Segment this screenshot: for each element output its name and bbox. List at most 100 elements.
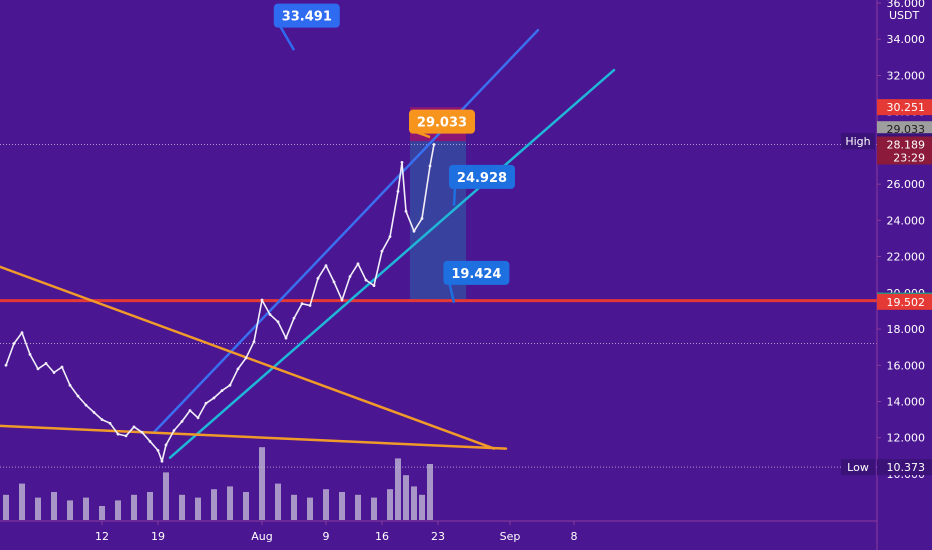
price-point-48 bbox=[380, 249, 384, 253]
volume-bar-28 bbox=[419, 494, 425, 520]
x-tick-label-4: 16 bbox=[375, 530, 389, 543]
price-point-9 bbox=[76, 394, 80, 398]
volume-bar-16 bbox=[259, 447, 265, 520]
lower-channel[interactable] bbox=[168, 68, 616, 459]
x-tick-label-6: Sep bbox=[500, 530, 521, 543]
price-point-53 bbox=[412, 229, 416, 233]
price-point-35 bbox=[276, 320, 280, 324]
tag-30-251: 30.251 bbox=[877, 99, 932, 116]
price-point-34 bbox=[268, 313, 272, 316]
price-point-47 bbox=[372, 284, 376, 287]
falling-resistance[interactable] bbox=[0, 260, 496, 450]
price-point-31 bbox=[244, 356, 248, 360]
price-point-37 bbox=[292, 316, 296, 320]
price-point-33 bbox=[260, 298, 264, 302]
callout-29-033[interactable]: 29.033 bbox=[409, 109, 475, 139]
price-point-4 bbox=[36, 367, 40, 371]
price-point-56 bbox=[432, 143, 436, 146]
y-tick-label-6: 24.000 bbox=[887, 214, 926, 227]
callout-33-491-pointer bbox=[278, 25, 296, 51]
price-point-39 bbox=[308, 304, 312, 307]
upper-channel[interactable] bbox=[152, 28, 540, 434]
price-point-13 bbox=[108, 421, 112, 425]
callout-19-424-pointer bbox=[448, 282, 456, 304]
price-point-55 bbox=[428, 164, 432, 168]
volume-bars bbox=[3, 447, 433, 520]
volume-bar-21 bbox=[339, 492, 345, 520]
volume-bar-20 bbox=[323, 489, 329, 520]
tag-30-251-value: 30.251 bbox=[887, 101, 926, 114]
volume-bar-10 bbox=[163, 472, 169, 520]
price-point-28 bbox=[220, 389, 224, 393]
x-axis-ticks: 12 19 Aug 9 16 23 Sep 8 bbox=[95, 521, 578, 543]
volume-bar-5 bbox=[83, 497, 89, 520]
tag-28-370-label: High bbox=[845, 135, 870, 148]
tag-19-502-value: 19.502 bbox=[887, 296, 926, 309]
price-point-15 bbox=[124, 434, 128, 438]
price-point-30 bbox=[236, 367, 240, 371]
volume-bar-15 bbox=[243, 492, 249, 520]
price-point-12 bbox=[100, 418, 104, 422]
callout-33-491-box bbox=[273, 3, 340, 28]
tag-10-373-label: Low bbox=[847, 461, 869, 474]
callouts[interactable]: 33.491 29.033 24.928 19.424 bbox=[273, 3, 515, 304]
price-point-44 bbox=[348, 275, 352, 278]
x-tick-label-5: 23 bbox=[431, 530, 445, 543]
volume-bar-24 bbox=[387, 489, 393, 520]
volume-bar-9 bbox=[147, 492, 153, 520]
volume-bar-8 bbox=[131, 494, 137, 520]
price-point-22 bbox=[172, 429, 176, 432]
y-tick-label-0: 36.000 bbox=[887, 0, 926, 10]
volume-bar-0 bbox=[3, 494, 9, 520]
callout-19-424-label: 19.424 bbox=[451, 267, 501, 282]
price-point-50 bbox=[396, 189, 400, 193]
callout-19-424[interactable]: 19.424 bbox=[443, 260, 510, 304]
tag-10-373: 10.373 Low bbox=[841, 459, 932, 476]
callout-33-491[interactable]: 33.491 bbox=[273, 3, 340, 51]
volume-bar-4 bbox=[67, 500, 73, 520]
price-point-18 bbox=[148, 439, 152, 443]
trend-lines[interactable] bbox=[0, 28, 877, 459]
price-point-5 bbox=[44, 362, 48, 365]
volume-bar-7 bbox=[115, 500, 121, 520]
tag-19-502: 19.502 bbox=[877, 293, 932, 310]
volume-bar-22 bbox=[355, 494, 361, 520]
tag-29-033-bg bbox=[877, 121, 932, 138]
x-tick-label-1: 19 bbox=[151, 530, 165, 543]
price-series bbox=[4, 143, 436, 463]
volume-bar-13 bbox=[211, 489, 217, 520]
price-point-17 bbox=[140, 430, 144, 434]
price-point-10 bbox=[84, 403, 88, 407]
price-point-23 bbox=[180, 420, 184, 423]
volume-bar-3 bbox=[51, 492, 57, 520]
price-point-36 bbox=[284, 336, 288, 340]
price-point-3 bbox=[28, 352, 32, 356]
callout-29-033-label: 29.033 bbox=[417, 116, 467, 131]
price-point-38 bbox=[300, 302, 304, 306]
volume-bar-2 bbox=[35, 497, 41, 520]
y-tick-label-5: 26.000 bbox=[887, 178, 926, 191]
tag-10-373-value: 10.373 bbox=[887, 461, 926, 474]
volume-bar-1 bbox=[19, 483, 25, 520]
price-point-29 bbox=[228, 383, 232, 387]
volume-bar-14 bbox=[227, 486, 233, 520]
callout-24-928[interactable]: 24.928 bbox=[449, 164, 515, 206]
price-point-45 bbox=[356, 262, 360, 266]
tag-10-373-label-bg bbox=[841, 459, 875, 476]
volume-bar-17 bbox=[275, 483, 281, 520]
price-point-2 bbox=[20, 331, 24, 335]
tag-29-033-value: 29.033 bbox=[887, 123, 926, 136]
price-point-16 bbox=[132, 425, 136, 429]
volume-bar-19 bbox=[307, 497, 313, 520]
price-point-19 bbox=[156, 448, 160, 452]
x-tick-label-0: 12 bbox=[95, 530, 109, 543]
callout-24-928-box bbox=[449, 164, 515, 189]
volume-bar-11 bbox=[179, 494, 185, 520]
flat-support[interactable] bbox=[0, 424, 508, 450]
price-point-6 bbox=[52, 371, 56, 374]
x-tick-label-2: Aug bbox=[251, 530, 272, 543]
price-point-40 bbox=[316, 276, 320, 280]
